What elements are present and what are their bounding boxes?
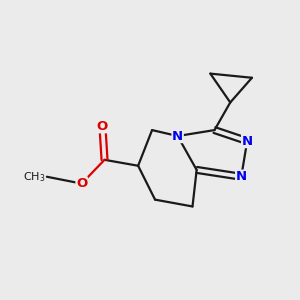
Text: N: N — [242, 135, 253, 148]
Text: O: O — [76, 177, 87, 190]
Text: O: O — [97, 120, 108, 133]
Text: CH$_3$: CH$_3$ — [23, 170, 45, 184]
Text: N: N — [236, 170, 247, 183]
Text: N: N — [172, 130, 183, 142]
